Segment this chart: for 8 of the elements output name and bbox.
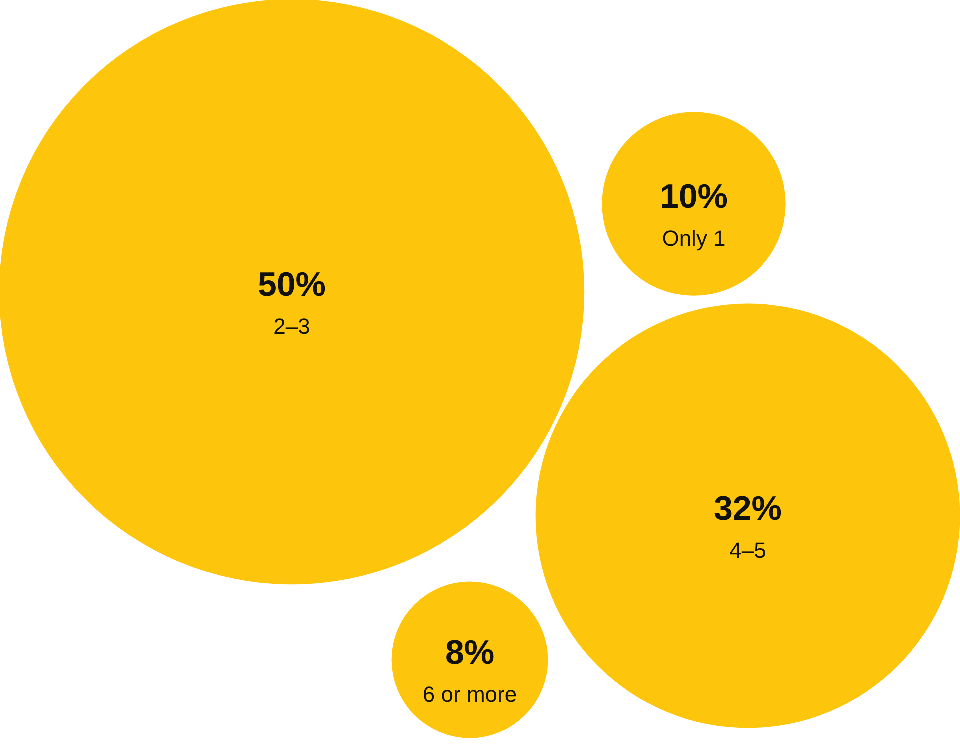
data-label: 10%	[660, 178, 728, 216]
data-label: 8%	[445, 634, 495, 672]
category-label: 2–3	[274, 314, 310, 339]
data-label: 32%	[714, 490, 782, 528]
category-label: Only 1	[662, 226, 726, 251]
data-label: 50%	[258, 266, 326, 304]
category-label: 6 or more	[422, 682, 518, 707]
category-label: 4–5	[730, 538, 766, 563]
